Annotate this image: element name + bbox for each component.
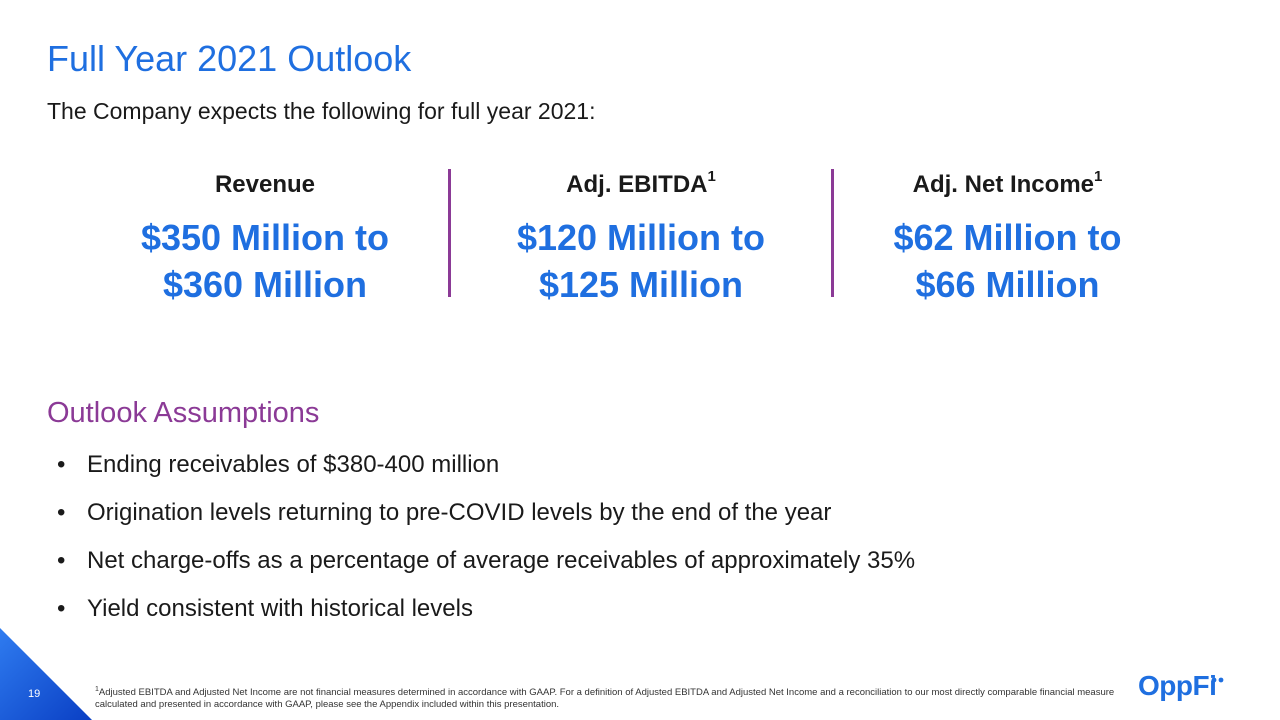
metric-value: $350 Million to $360 Million — [140, 217, 390, 305]
oppfi-logo: OppFi — [1138, 670, 1217, 701]
bullet-icon: • — [57, 499, 66, 526]
list-item: • Origination levels returning to pre-COV… — [57, 495, 915, 543]
metric-adj-net-income: Adj. Net Income1 $62 Million to $66 Mill… — [830, 168, 1185, 308]
page-title: Full Year 2021 Outlook — [47, 38, 412, 79]
metric-revenue: Revenue $350 Million to $360 Million — [80, 170, 450, 308]
bullet-icon: • — [57, 595, 66, 622]
list-item: • Ending receivables of $380-400 million — [57, 447, 915, 495]
page-number: 19 — [28, 688, 41, 700]
assumptions-title: Outlook Assumptions — [47, 397, 320, 429]
page-subtitle: The Company expects the following for fu… — [47, 98, 596, 124]
metric-label: Adj. EBITDA1 — [566, 168, 716, 198]
metric-divider — [831, 169, 834, 297]
metric-label: Revenue — [214, 171, 316, 198]
corner-triangle-decoration — [0, 628, 92, 720]
bullet-icon: • — [57, 547, 66, 574]
logo-dots-icon — [1211, 677, 1224, 683]
metric-divider — [448, 169, 451, 297]
list-item: • Yield consistent with historical levels — [57, 591, 915, 639]
metric-value: $120 Million to $125 Million — [516, 217, 766, 305]
metric-label: Adj. Net Income1 — [912, 168, 1103, 198]
footnote: 1Adjusted EBITDA and Adjusted Net Income… — [95, 686, 1115, 711]
assumptions-list: • Ending receivables of $380-400 million … — [57, 447, 915, 639]
list-item: • Net charge-offs as a percentage of aver… — [57, 543, 915, 591]
metric-value: $62 Million to $66 Million — [893, 217, 1122, 305]
metric-adj-ebitda: Adj. EBITDA1 $120 Million to $125 Millio… — [455, 168, 827, 308]
bullet-icon: • — [57, 451, 66, 478]
